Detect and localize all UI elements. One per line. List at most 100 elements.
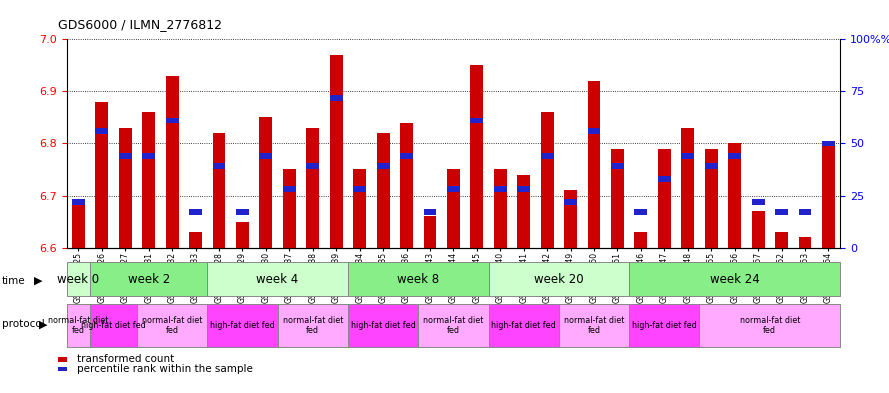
Bar bbox=[629, 303, 700, 347]
Bar bbox=[377, 133, 389, 248]
Bar bbox=[447, 169, 460, 248]
Bar bbox=[418, 303, 489, 347]
Bar bbox=[559, 303, 629, 347]
Bar bbox=[212, 133, 226, 248]
Text: protocol: protocol bbox=[2, 319, 44, 329]
Bar bbox=[629, 262, 840, 296]
Text: high-fat diet fed: high-fat diet fed bbox=[81, 321, 146, 330]
Text: week 8: week 8 bbox=[397, 272, 439, 286]
Bar bbox=[611, 163, 624, 169]
Bar bbox=[330, 55, 342, 248]
Text: normal-fat diet
fed: normal-fat diet fed bbox=[283, 316, 343, 335]
Text: normal-fat diet
fed: normal-fat diet fed bbox=[740, 316, 800, 335]
Bar bbox=[489, 303, 559, 347]
Bar bbox=[681, 153, 694, 159]
Bar bbox=[260, 118, 272, 248]
Bar bbox=[705, 163, 717, 169]
Text: percentile rank within the sample: percentile rank within the sample bbox=[77, 364, 253, 374]
Text: time: time bbox=[2, 276, 26, 286]
Bar bbox=[377, 163, 389, 169]
Bar bbox=[728, 143, 741, 248]
Bar bbox=[207, 262, 348, 296]
Bar bbox=[775, 209, 788, 215]
Bar bbox=[283, 186, 296, 192]
Text: GDS6000 / ILMN_2776812: GDS6000 / ILMN_2776812 bbox=[58, 18, 221, 31]
Bar bbox=[728, 153, 741, 159]
Text: high-fat diet fed: high-fat diet fed bbox=[210, 321, 275, 330]
Bar bbox=[565, 199, 577, 205]
Bar bbox=[90, 303, 137, 347]
Bar bbox=[705, 149, 717, 248]
Bar bbox=[493, 169, 507, 248]
Bar bbox=[541, 153, 554, 159]
Text: normal-fat diet
fed: normal-fat diet fed bbox=[423, 316, 484, 335]
Bar bbox=[67, 262, 90, 296]
Bar bbox=[119, 153, 132, 159]
Bar bbox=[67, 303, 90, 347]
Text: normal-fat diet
fed: normal-fat diet fed bbox=[142, 316, 203, 335]
Bar bbox=[353, 186, 366, 192]
Bar bbox=[307, 128, 319, 248]
Bar bbox=[400, 153, 413, 159]
Bar bbox=[165, 118, 179, 123]
Text: ▶: ▶ bbox=[34, 276, 43, 286]
Text: transformed count: transformed count bbox=[77, 354, 174, 364]
Text: week 24: week 24 bbox=[709, 272, 759, 286]
Bar bbox=[493, 186, 507, 192]
Bar bbox=[565, 190, 577, 248]
Bar bbox=[635, 232, 647, 248]
Bar bbox=[353, 169, 366, 248]
Bar bbox=[658, 149, 671, 248]
Bar bbox=[189, 232, 202, 248]
Bar bbox=[798, 209, 812, 215]
Bar bbox=[142, 112, 156, 248]
Bar bbox=[517, 174, 530, 248]
Bar bbox=[212, 163, 226, 169]
Bar bbox=[277, 303, 348, 347]
Text: week 0: week 0 bbox=[57, 272, 100, 286]
Bar bbox=[119, 128, 132, 248]
Bar bbox=[489, 262, 629, 296]
Bar bbox=[681, 128, 694, 248]
Bar bbox=[236, 209, 249, 215]
Bar bbox=[165, 76, 179, 248]
Bar bbox=[822, 141, 835, 146]
Bar bbox=[751, 199, 765, 205]
Bar bbox=[307, 163, 319, 169]
Bar bbox=[95, 128, 108, 134]
Bar bbox=[798, 237, 812, 248]
Bar bbox=[470, 65, 484, 248]
Bar bbox=[775, 232, 788, 248]
Bar bbox=[260, 153, 272, 159]
Bar bbox=[447, 186, 460, 192]
Bar bbox=[189, 209, 202, 215]
Bar bbox=[207, 303, 277, 347]
Text: normal-fat diet
fed: normal-fat diet fed bbox=[48, 316, 108, 335]
Bar bbox=[635, 209, 647, 215]
Bar bbox=[72, 201, 84, 248]
Bar bbox=[700, 303, 840, 347]
Bar bbox=[283, 169, 296, 248]
Bar bbox=[470, 118, 484, 123]
Bar bbox=[72, 199, 84, 205]
Bar bbox=[423, 216, 436, 248]
Text: week 20: week 20 bbox=[534, 272, 584, 286]
Bar bbox=[588, 81, 600, 248]
Bar bbox=[588, 128, 600, 134]
Bar bbox=[400, 123, 413, 248]
Text: week 2: week 2 bbox=[128, 272, 170, 286]
Bar bbox=[90, 262, 207, 296]
Bar bbox=[137, 303, 207, 347]
Bar bbox=[822, 143, 835, 248]
Text: high-fat diet fed: high-fat diet fed bbox=[632, 321, 697, 330]
Bar bbox=[95, 102, 108, 248]
Bar bbox=[658, 176, 671, 182]
Bar bbox=[517, 186, 530, 192]
Text: ▶: ▶ bbox=[39, 319, 48, 329]
Bar bbox=[330, 95, 342, 101]
Text: high-fat diet fed: high-fat diet fed bbox=[492, 321, 557, 330]
Text: normal-fat diet
fed: normal-fat diet fed bbox=[564, 316, 624, 335]
Bar bbox=[611, 149, 624, 248]
Bar bbox=[423, 209, 436, 215]
Bar bbox=[541, 112, 554, 248]
